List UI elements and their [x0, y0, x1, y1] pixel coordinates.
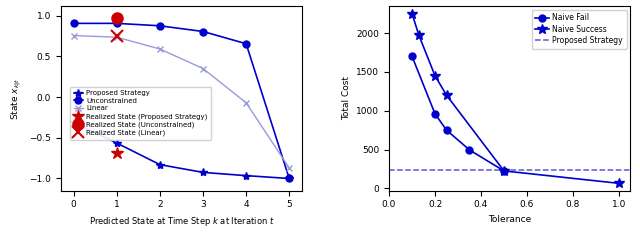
Legend: Proposed Strategy, Unconstrained, Linear, Realized State (Proposed Strategy), Re: Proposed Strategy, Unconstrained, Linear…: [70, 87, 211, 140]
Proposed Strategy: [113, 142, 121, 144]
Line: Naive Success: Naive Success: [407, 9, 624, 188]
Line: Naive Fail: Naive Fail: [408, 53, 508, 174]
Naive Success: [443, 94, 451, 97]
Naive Success: [431, 74, 439, 77]
Proposed Strategy: [156, 163, 164, 166]
Y-axis label: Total Cost: Total Cost: [342, 76, 351, 120]
Naive Fail: [443, 129, 451, 132]
Proposed Strategy: [199, 171, 207, 174]
Naive Fail: [500, 169, 508, 172]
X-axis label: Tolerance: Tolerance: [488, 215, 531, 224]
Linear: [113, 36, 121, 39]
Linear: [199, 67, 207, 70]
Naive Fail: [431, 112, 439, 115]
Linear: [243, 101, 250, 104]
Line: Linear: Linear: [70, 32, 292, 171]
Naive Fail: [466, 149, 474, 151]
Proposed Strategy: [70, 121, 77, 124]
Legend: Naive Fail, Naive Success, Proposed Strategy: Naive Fail, Naive Success, Proposed Stra…: [531, 10, 627, 49]
Naive Success: [615, 182, 623, 185]
Y-axis label: State $x_{k|t}$: State $x_{k|t}$: [10, 77, 24, 120]
Unconstrained: [70, 22, 77, 25]
Unconstrained: [243, 42, 250, 45]
Linear: [156, 48, 164, 50]
Naive Success: [500, 169, 508, 172]
Naive Success: [408, 12, 416, 15]
Unconstrained: [285, 177, 293, 180]
Linear: [285, 167, 293, 169]
Line: Unconstrained: Unconstrained: [70, 20, 292, 182]
Unconstrained: [199, 30, 207, 33]
Unconstrained: [113, 22, 121, 25]
Proposed Strategy: [243, 174, 250, 177]
Unconstrained: [156, 24, 164, 27]
Proposed Strategy: [285, 177, 293, 180]
Naive Success: [415, 34, 423, 37]
Linear: [70, 34, 77, 37]
Naive Fail: [408, 55, 416, 58]
Line: Proposed Strategy: Proposed Strategy: [70, 118, 293, 183]
X-axis label: Predicted State at Time Step $k$ at Iteration $t$: Predicted State at Time Step $k$ at Iter…: [88, 215, 275, 228]
